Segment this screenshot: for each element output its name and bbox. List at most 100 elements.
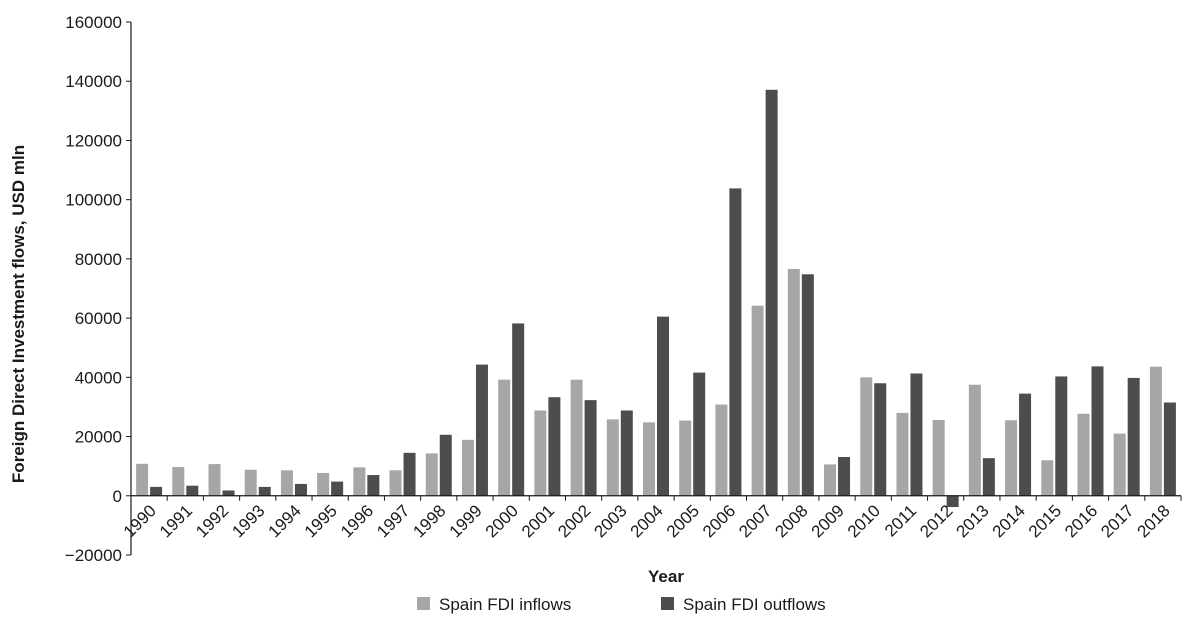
bar-inflows-2007	[751, 305, 764, 496]
bar-inflows-2014	[1005, 420, 1018, 496]
bar-outflows-2018	[1163, 402, 1176, 496]
bar-inflows-2008	[787, 268, 800, 496]
bar-inflows-2001	[534, 410, 547, 496]
legend-label-outflows: Spain FDI outflows	[683, 595, 826, 614]
bar-outflows-2010	[874, 383, 887, 496]
bar-inflows-2006	[715, 404, 728, 496]
x-tick-label-2013: 2013	[953, 501, 993, 541]
x-tick-label-1991: 1991	[156, 501, 196, 541]
bar-inflows-1995	[317, 472, 330, 496]
y-tick-label: 160000	[65, 13, 122, 32]
y-tick-label: 60000	[75, 309, 122, 328]
axes-layer	[126, 21, 1182, 556]
y-tick-label: 140000	[65, 72, 122, 91]
x-tick-label-2006: 2006	[699, 501, 739, 541]
x-tick-label-1999: 1999	[446, 501, 486, 541]
x-tick-label-2014: 2014	[989, 501, 1029, 541]
bar-inflows-2011	[896, 412, 909, 496]
bar-outflows-1996	[367, 475, 380, 496]
x-tick-label-1998: 1998	[409, 501, 449, 541]
x-tick-label-2018: 2018	[1134, 501, 1174, 541]
bar-inflows-1994	[280, 470, 293, 496]
bar-outflows-2017	[1127, 377, 1140, 496]
bar-outflows-2014	[1019, 393, 1032, 496]
bar-inflows-1993	[244, 469, 257, 496]
y-tick-label: −20000	[65, 546, 122, 565]
x-tick-label-2007: 2007	[735, 501, 775, 541]
bar-inflows-1990	[136, 463, 149, 496]
y-tick-label: 80000	[75, 250, 122, 269]
x-tick-label-1996: 1996	[337, 501, 377, 541]
bar-outflows-2007	[765, 89, 778, 496]
bar-outflows-1995	[331, 481, 344, 496]
y-tick-label: 20000	[75, 428, 122, 447]
bar-inflows-2003	[606, 419, 619, 496]
x-tick-label-2011: 2011	[881, 501, 920, 540]
x-tick-label-2016: 2016	[1061, 501, 1101, 541]
bar-outflows-1994	[294, 483, 307, 496]
bar-outflows-1992	[222, 490, 235, 496]
x-tick-label-1992: 1992	[192, 501, 232, 541]
x-axis-title: Year	[648, 567, 684, 586]
x-tick-label-2003: 2003	[590, 501, 630, 541]
bar-outflows-2004	[657, 316, 669, 496]
x-tick-label-1990: 1990	[120, 501, 160, 541]
bar-outflows-2016	[1091, 366, 1104, 496]
x-tick-label-1994: 1994	[265, 501, 305, 541]
bar-inflows-1998	[425, 453, 438, 496]
bar-outflows-1990	[150, 486, 163, 496]
bar-inflows-1999	[461, 439, 474, 496]
bar-inflows-2017	[1113, 433, 1126, 496]
x-tick-label-2000: 2000	[482, 501, 522, 541]
bar-outflows-2003	[620, 410, 633, 496]
x-tick-label-2017: 2017	[1097, 501, 1137, 541]
bar-inflows-2009	[824, 464, 837, 496]
bar-outflows-2005	[693, 372, 706, 496]
bar-outflows-1993	[258, 486, 271, 496]
bar-inflows-2002	[570, 379, 583, 496]
x-tick-label-2009: 2009	[808, 501, 848, 541]
bar-inflows-2000	[498, 379, 511, 496]
bar-outflows-2001	[548, 397, 561, 496]
bar-inflows-1996	[353, 467, 366, 496]
y-tick-label: 0	[113, 487, 122, 506]
bar-inflows-2010	[860, 377, 873, 496]
bar-outflows-2011	[910, 373, 923, 496]
bars-layer	[136, 89, 1176, 508]
bar-inflows-2015	[1041, 460, 1054, 496]
legend: Spain FDI inflows Spain FDI outflows	[417, 595, 826, 614]
bar-inflows-2004	[643, 422, 655, 496]
y-axis-title: Foreign Direct Investment flows, USD mln	[9, 145, 28, 483]
legend-swatch-outflows	[661, 597, 674, 610]
x-tick-label-2005: 2005	[663, 501, 703, 541]
bar-inflows-2018	[1149, 366, 1162, 496]
legend-swatch-inflows	[417, 597, 430, 610]
bar-outflows-2009	[838, 456, 851, 496]
bar-outflows-1991	[186, 485, 199, 496]
bar-inflows-2012	[932, 419, 945, 496]
legend-label-inflows: Spain FDI inflows	[439, 595, 571, 614]
bar-outflows-2002	[584, 400, 597, 496]
bar-outflows-2000	[512, 323, 525, 496]
y-tick-label: 100000	[65, 191, 122, 210]
x-tick-label-2008: 2008	[771, 501, 811, 541]
bar-inflows-2016	[1077, 413, 1090, 496]
bar-outflows-1997	[403, 452, 416, 496]
x-tick-label-1995: 1995	[301, 501, 341, 541]
bar-outflows-2012	[946, 495, 959, 508]
bar-outflows-2006	[729, 188, 742, 496]
x-tick-label-2001: 2001	[518, 501, 558, 541]
bar-inflows-2005	[679, 420, 692, 496]
x-tick-label-2004: 2004	[627, 501, 667, 541]
x-tick-label-2015: 2015	[1025, 501, 1065, 541]
bar-inflows-1992	[208, 464, 221, 496]
bar-outflows-2015	[1055, 376, 1068, 496]
bar-outflows-1999	[475, 364, 488, 496]
x-tick-label-2002: 2002	[554, 501, 594, 541]
bar-inflows-1991	[172, 467, 185, 496]
x-tick-label-1997: 1997	[373, 501, 413, 541]
bar-outflows-2008	[801, 274, 814, 496]
bar-outflows-2013	[982, 458, 995, 496]
bar-outflows-1998	[439, 434, 452, 496]
